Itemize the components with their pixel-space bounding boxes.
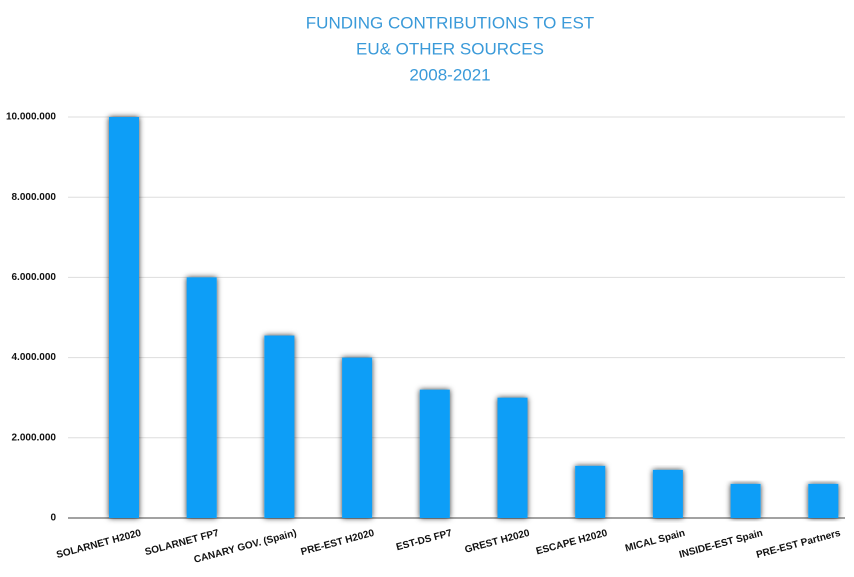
x-tick-label: PRE-EST H2020 — [300, 528, 376, 558]
y-tick-label: 10.000.000 — [6, 112, 56, 123]
x-tick-label: INSIDE-EST Spain — [678, 528, 764, 561]
x-tick-label: EST-DS FP7 — [395, 528, 454, 554]
x-tick-label: MICAL Spain — [624, 528, 686, 555]
y-tick-label: 2.000.000 — [12, 432, 57, 443]
y-tick-label: 4.000.000 — [12, 352, 57, 363]
y-tick-label: 6.000.000 — [12, 272, 57, 283]
chart-title: EU& OTHER SOURCES — [356, 39, 544, 58]
chart-title: 2008-2021 — [409, 65, 490, 84]
bar — [808, 483, 839, 518]
x-tick-label: PRE-EST Partners — [755, 528, 842, 561]
x-tick-label: GREST H2020 — [464, 528, 532, 556]
bar — [575, 465, 606, 518]
y-tick-label: 8.000.000 — [12, 192, 57, 203]
bar — [109, 117, 139, 518]
bar — [342, 357, 373, 518]
bar — [497, 397, 528, 518]
chart-title: FUNDING CONTRIBUTIONS TO EST — [306, 13, 594, 32]
bar — [186, 277, 217, 518]
bar — [730, 483, 761, 518]
y-tick-label: 0 — [50, 513, 56, 524]
x-tick-label: ESCAPE H2020 — [535, 528, 609, 558]
bar — [264, 335, 295, 518]
bar — [652, 469, 683, 518]
bar — [419, 389, 450, 518]
x-tick-label: SOLARNET H2020 — [55, 528, 143, 561]
